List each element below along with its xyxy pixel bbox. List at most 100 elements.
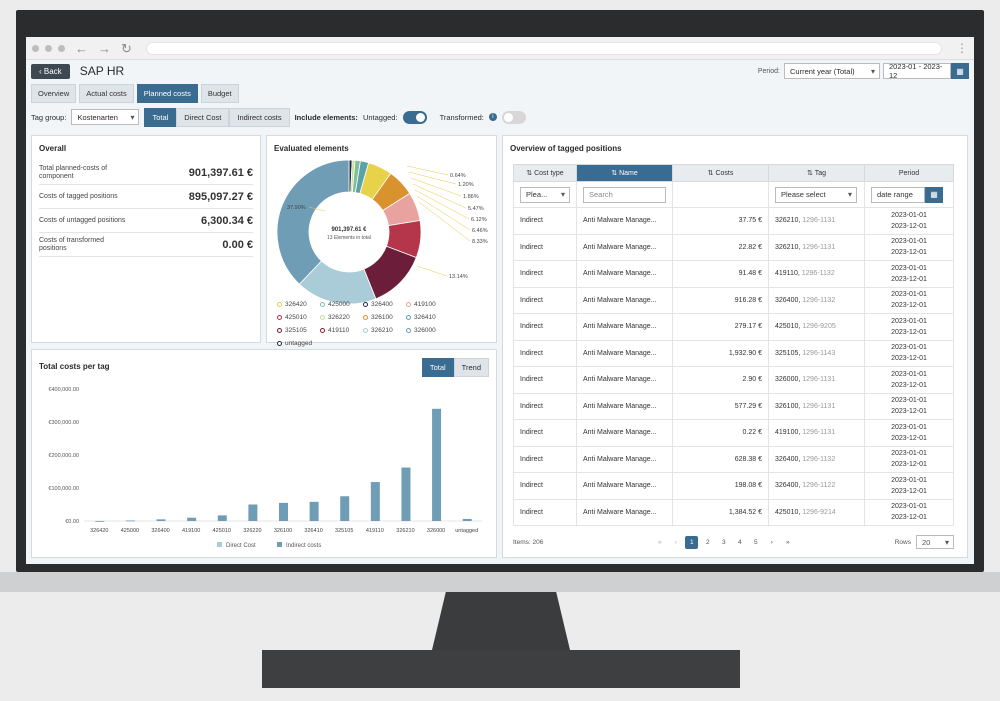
segment-indirect-costs[interactable]: Indirect costs [229,107,290,127]
legend-dot-icon [406,302,411,307]
header-period[interactable]: Period [864,164,954,182]
legend-dot-icon [277,315,282,320]
cell-name: Anti Malware Manage... [576,286,673,314]
cell-tag: 326210, 1296-1131 [768,207,865,235]
calendar-icon[interactable]: ▦ [925,186,943,203]
name-search-input[interactable]: Search [583,186,666,203]
legend-item[interactable]: 419100 [406,301,449,308]
calendar-icon[interactable]: ▦ [951,63,969,79]
segment-direct-cost[interactable]: Direct Cost [176,107,230,127]
legend-item[interactable]: 326410 [406,314,449,321]
period-range-field[interactable]: 2023-01 - 2023-12 [883,62,951,80]
reload-icon[interactable]: ↻ [121,40,132,56]
last-page-icon[interactable]: » [786,538,790,546]
table-row[interactable]: Indirect Anti Malware Manage... 628.38 €32… [513,445,954,473]
tag-code: 326400, [775,455,801,463]
legend-item[interactable]: 419110 [320,327,363,334]
header-costs-label: Costs [715,170,734,177]
cell-tag: 326210, 1296-1131 [768,233,865,261]
legend-item[interactable]: 326000 [406,327,449,334]
legend-item[interactable]: untagged [277,340,320,347]
overall-row-value: 0.00 € [222,238,253,251]
segment-total[interactable]: Total [144,107,177,127]
donut-leader-line [416,265,448,277]
next-page-icon[interactable]: › [770,538,773,546]
table-row[interactable]: Indirect Anti Malware Manage... 577.29 €32… [513,392,954,420]
legend-label: 419110 [328,327,350,334]
header-costs[interactable]: ⇅ Costs [672,164,769,182]
forward-arrow-icon[interactable]: → [98,40,111,56]
legend-item[interactable]: 425000 [320,301,363,308]
back-button[interactable]: ‹ Back [31,63,70,79]
legend-item[interactable]: 325105 [277,327,320,334]
tab-planned-costs[interactable]: Planned costs [136,84,198,103]
table-row[interactable]: Indirect Anti Malware Manage... 1,932.90 €… [513,339,954,367]
table-row[interactable]: Indirect Anti Malware Manage... 37.75 €326… [513,207,954,235]
page-5[interactable]: 5 [754,538,758,546]
page-3[interactable]: 3 [722,538,726,546]
legend-item[interactable]: 326210 [363,327,406,334]
chart-mode-trend[interactable]: Trend [453,358,489,377]
cost-type-filter[interactable]: Plea... [520,186,570,203]
tag-id: 1296-1131 [802,217,836,225]
table-row[interactable]: Indirect Anti Malware Manage... 916.28 €32… [513,286,954,314]
overall-row-label: Costs of tagged positions [39,192,118,200]
tag-filter[interactable]: Please select [775,186,857,203]
cell-costs: 0.22 € [672,419,769,447]
transformed-toggle[interactable] [501,110,526,124]
tab-overview[interactable]: Overview [31,84,77,103]
header-cost-type[interactable]: ⇅ Cost type [513,164,577,182]
legend-item[interactable]: 425010 [277,314,320,321]
tab-actual-costs[interactable]: Actual costs [79,84,134,103]
table-row[interactable]: Indirect Anti Malware Manage... 22.82 €326… [513,233,954,261]
period-end: 2023-12-01 [891,487,927,495]
page-2[interactable]: 2 [706,538,710,546]
info-icon[interactable]: i [488,113,497,121]
monitor-base [262,650,740,688]
header-tag[interactable]: ⇅ Tag [768,164,865,182]
period-end: 2023-12-01 [891,381,927,389]
legend-item[interactable]: 326400 [363,301,406,308]
address-bar[interactable] [145,41,942,55]
donut-leader-line [416,195,471,231]
tag-code: 425010, [775,323,801,331]
legend-item[interactable]: 326420 [277,301,320,308]
legend-dot-icon [406,328,411,333]
tab-budget[interactable]: Budget [200,84,239,103]
period-select[interactable]: Current year (Total) [784,63,880,79]
window-dot[interactable] [32,44,39,52]
window-dot[interactable] [58,44,65,52]
table-row[interactable]: Indirect Anti Malware Manage... 1,384.52 €… [513,498,954,526]
tag-group-select[interactable]: Kostenarten [71,109,140,125]
date-range-field[interactable]: date range [871,186,925,203]
table-row[interactable]: Indirect Anti Malware Manage... 2.90 €3260… [513,366,954,394]
back-arrow-icon[interactable]: ← [75,40,88,56]
untagged-toggle[interactable] [402,110,427,124]
more-icon[interactable]: ⋮ [956,41,968,55]
chart-mode-total[interactable]: Total [421,358,454,377]
period-start: 2023-01-01 [891,397,927,405]
y-tick-label: €200,000.00 [48,453,79,459]
period-end: 2023-12-01 [891,302,927,310]
page-1[interactable]: 1 [685,535,699,549]
window-dot[interactable] [45,44,52,52]
cell-costs: 2.90 € [672,366,769,394]
rows-per-page-select[interactable]: 20 [916,535,954,549]
table-row[interactable]: Indirect Anti Malware Manage... 279.17 €42… [513,313,954,341]
table-row[interactable]: Indirect Anti Malware Manage... 198.08 €32… [513,472,954,500]
tag-id: 1296-1132 [801,270,835,278]
period-start: 2023-01-01 [891,423,927,431]
legend-item[interactable]: 326220 [320,314,363,321]
legend-item[interactable]: 326100 [363,314,406,321]
page-4[interactable]: 4 [738,538,742,546]
donut-center-value: 901,397.61 € [331,227,367,233]
prev-page-icon[interactable]: ‹ [674,538,677,546]
table-row[interactable]: Indirect Anti Malware Manage... 0.22 €4191… [513,419,954,447]
first-page-icon[interactable]: « [658,538,662,546]
monitor-stand [432,592,570,650]
table-row[interactable]: Indirect Anti Malware Manage... 91.48 €419… [513,260,954,288]
costs-per-tag-panel: Total costs per tag Total Trend €0.00 €10… [31,349,497,558]
header-name[interactable]: ⇅ Name [576,164,673,182]
cell-name: Anti Malware Manage... [576,313,673,341]
bar-legend-label: Indirect costs [286,543,321,549]
